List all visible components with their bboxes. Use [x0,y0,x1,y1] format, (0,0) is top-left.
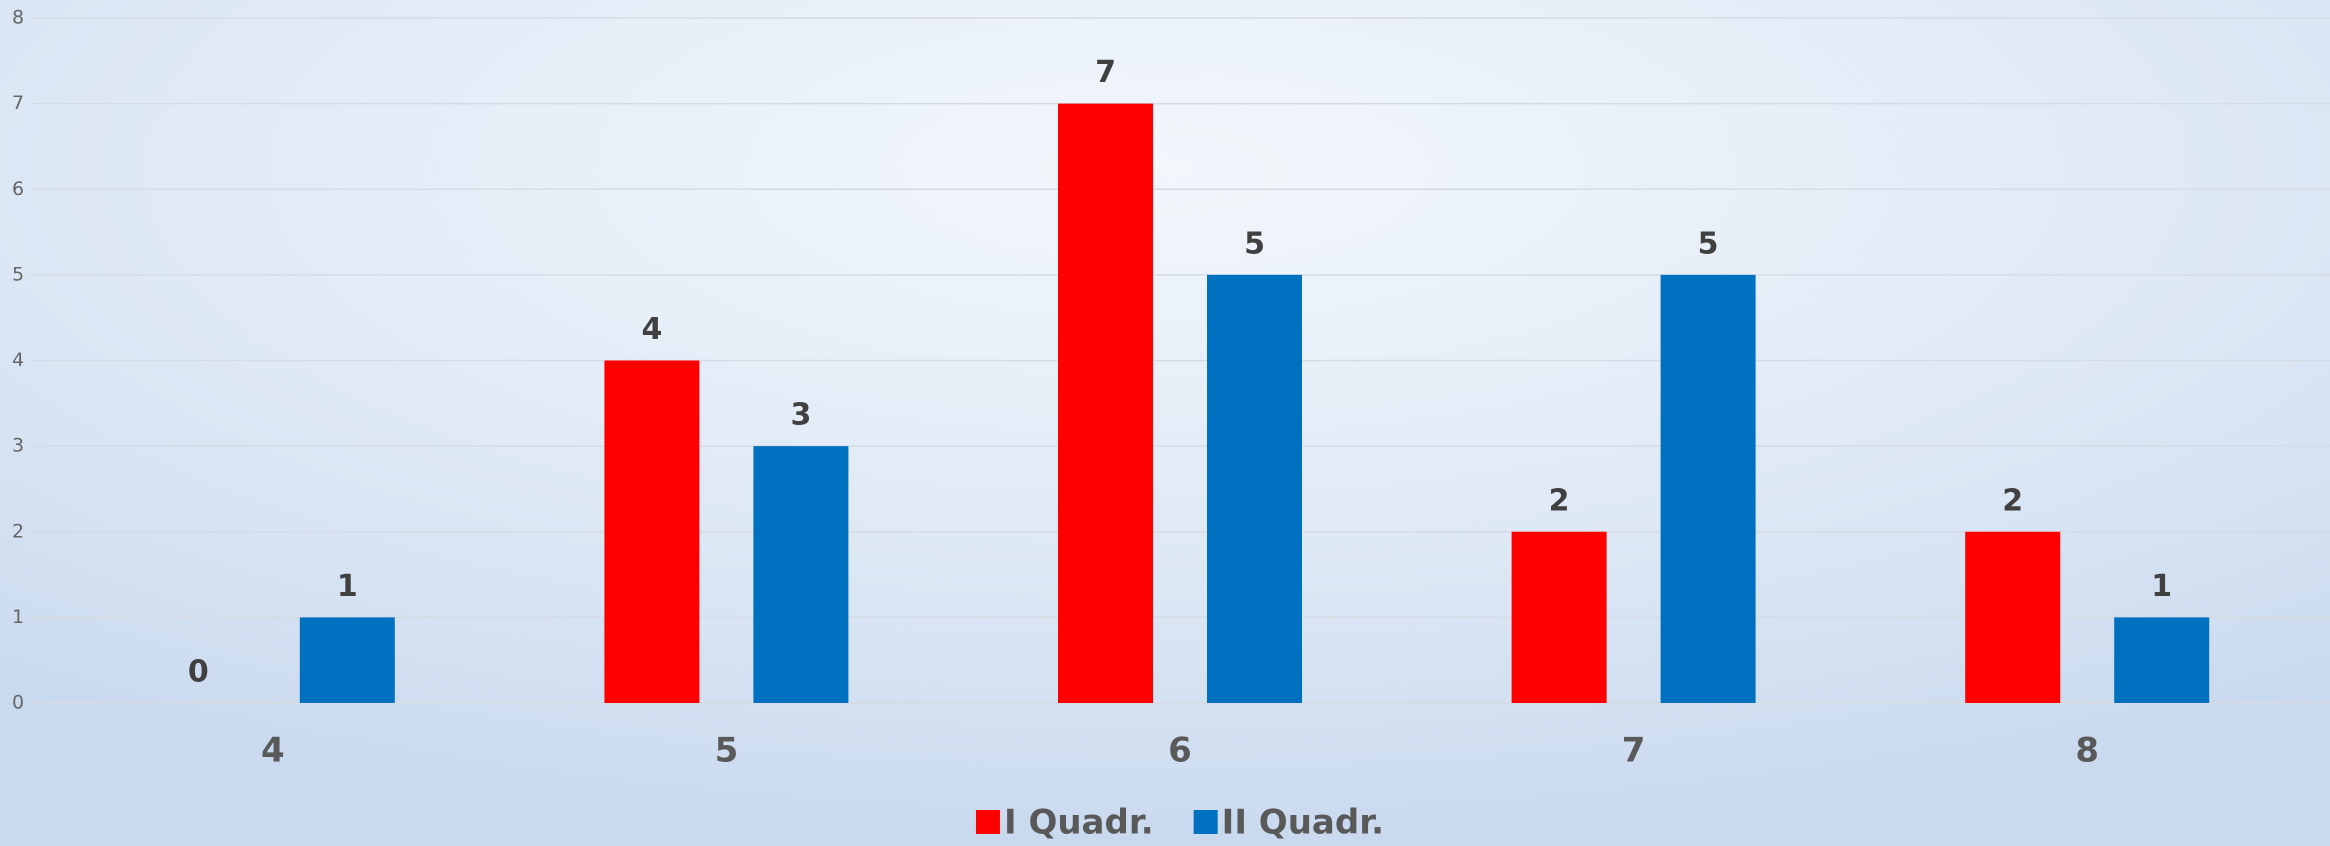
legend-swatch [1193,810,1218,834]
bar [1058,103,1153,703]
y-tick-label: 1 [12,606,24,628]
data-label: 3 [790,398,811,433]
y-tick-label: 3 [12,435,24,457]
y-tick-label: 6 [12,178,24,200]
y-tick-label: 4 [12,349,24,371]
x-tick-label: 8 [2075,731,2099,771]
x-tick-label: 5 [715,731,739,771]
data-label: 1 [337,569,358,604]
bar [1965,531,2061,703]
data-label: 4 [641,312,662,347]
legend-swatch [975,810,1000,834]
data-label: 5 [1244,226,1265,261]
plot-area: 4 0 1 5 4 3 6 7 5 7 2 5 8 2 1 [188,55,2210,771]
data-label: 2 [2002,483,2023,518]
bar [1660,274,1756,703]
bar [604,360,700,703]
y-tick-label: 2 [12,520,24,542]
x-tick-label: 4 [261,731,285,771]
bar [1511,531,1607,703]
bar [299,617,395,703]
data-label: 7 [1095,55,1116,90]
x-tick-label: 7 [1622,731,1646,771]
legend: I Quadr. II Quadr. [975,803,1384,843]
x-tick-label: 6 [1168,731,1192,771]
y-tick-label: 5 [12,263,24,285]
bar [753,446,849,703]
y-tick-label: 7 [12,92,24,114]
data-label: 0 [188,655,209,690]
data-label: 5 [1698,226,1719,261]
data-label: 2 [1549,483,1570,518]
legend-label: II Quadr. [1222,803,1384,843]
data-label: 1 [2151,569,2172,604]
grid: 0 1 2 3 4 5 6 7 8 [12,7,2330,714]
legend-label: I Quadr. [1004,803,1154,843]
bar [1207,274,1302,703]
y-tick-label: 0 [12,692,24,714]
y-tick-label: 8 [12,7,24,29]
bar [2114,617,2210,703]
